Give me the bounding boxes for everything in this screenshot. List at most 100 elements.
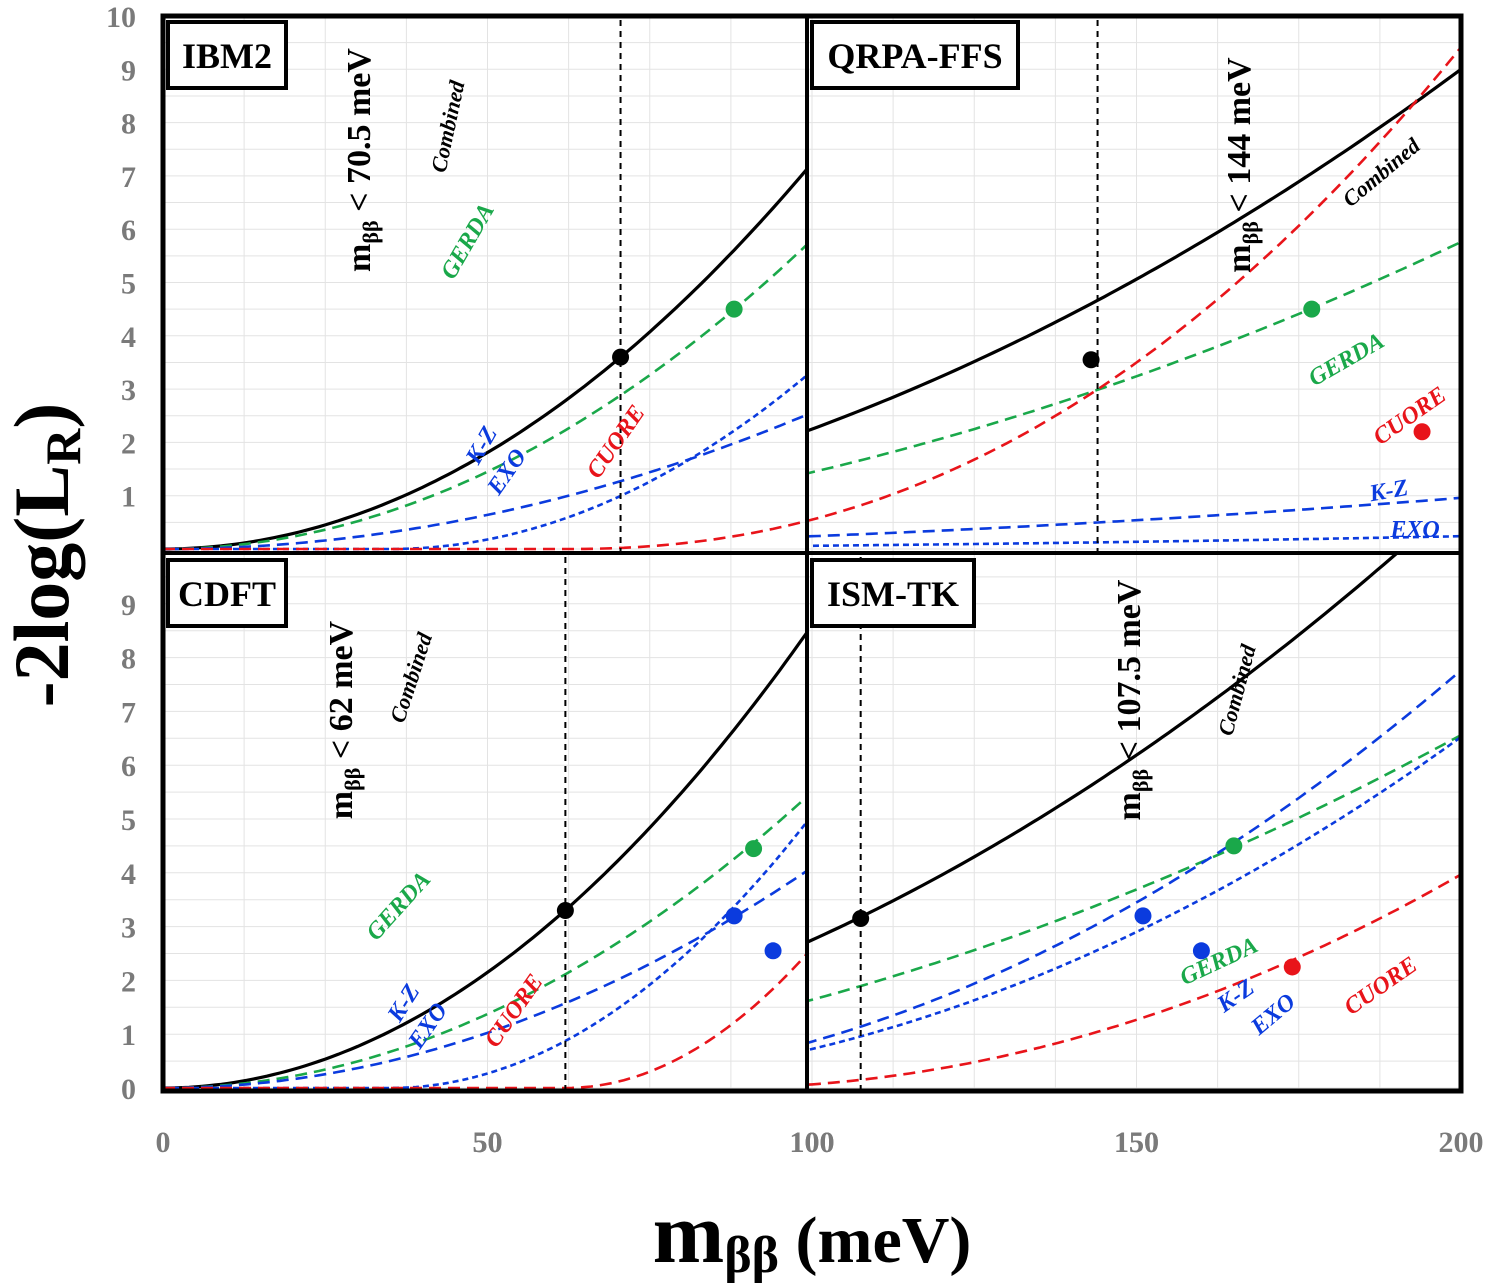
y-tick-label-bottom: 9 [121,589,136,622]
curve-cuore [807,46,1461,523]
x-axis-title-unit: (meV) [779,1204,971,1277]
curve-label-exo: EXO [1389,517,1439,543]
x-tick-label-left: 100 [790,1126,835,1159]
curve-combined [163,629,807,1090]
x-tick-label-left: 150 [1114,1126,1159,1159]
curve-cuore [163,519,807,551]
curve-gerda [807,733,1461,1003]
marker-gerda [725,300,743,318]
y-tick-label-bottom: 5 [121,804,136,837]
panel-cdft-plot [163,557,807,1091]
limit-annotation-sub: ββ [358,220,383,243]
curve-label-cuore: CUORE [1369,382,1452,451]
panel-title: ISM-TK [827,574,959,614]
limit-annotation-text: < 62 meV [323,620,360,767]
y-tick-label-top: 3 [121,374,136,407]
limit-annotation-prefix: m [1111,792,1148,820]
curve-k-z [163,413,807,551]
marker-cuore [1283,958,1301,976]
marker-k-z [875,373,892,390]
marker-combined [612,348,630,366]
limit-annotation: mββ < 70.5 meV [341,48,383,272]
x-axis-title: mββ (meV) [653,1185,972,1284]
y-axis-title-main: -2log(L [0,465,85,708]
y-tick-label-bottom: 1 [121,1019,136,1052]
y-axis-title: -2log(LR) [0,403,91,708]
x-tick-label-left: 0 [156,1126,171,1159]
x-tick-label-right: 200 [1439,1126,1484,1159]
panel-ism-tk-plot [807,553,1461,1091]
marker-combined [556,901,574,919]
panel-title-box [166,558,288,628]
marker-k-z [1134,907,1152,925]
y-tick-label-bottom: 0 [121,1073,136,1106]
curve-gerda [807,240,1461,475]
limit-annotation: mββ < 144 meV [1221,57,1263,273]
limit-annotation: mββ < 62 meV [323,620,365,819]
y-tick-label-top: 8 [121,108,136,141]
curve-gerda [163,794,807,1090]
marker-combined [852,910,870,928]
marker-gerda [1303,300,1321,318]
y-axis-title-close: ) [0,403,85,429]
limit-annotation: mββ < 107.5 meV [1111,579,1153,820]
marker-gerda [745,840,763,858]
curve-label-gerda: GERDA [1304,328,1389,392]
curve-label-combined: Combined [426,77,470,174]
limit-annotation-sub: ββ [1238,221,1263,244]
panel-ibm2-plot [163,20,931,553]
marker-cuore [1413,423,1431,441]
curve-combined [807,553,1400,945]
limit-annotation-text: < 70.5 meV [341,48,378,221]
y-tick-label-bottom: 7 [121,696,136,729]
y-tick-label-top: 1 [121,481,136,514]
curve-label-cuore: CUORE [1340,952,1423,1021]
panel-qrpa-ffs-plot [807,20,1461,553]
frame-layer [160,13,1464,1094]
curve-label-gerda: GERDA [361,867,436,946]
curve-cuore [163,951,807,1090]
curve-layer [163,20,1461,1091]
x-axis-title-main: m [653,1185,725,1281]
limit-annotation-prefix: m [323,791,360,819]
panel-title: QRPA-FFS [827,36,1002,76]
limit-annotation-prefix: m [1221,244,1258,272]
y-axis-title-sub: R [35,428,91,465]
y-tick-label-top: 4 [121,321,136,354]
curve-gerda [163,242,807,551]
curve-combined [163,166,807,551]
x-tick-label-left: 50 [473,1126,503,1159]
panel-title: CDFT [178,574,276,614]
y-tick-label-top: 9 [121,54,136,87]
curve-k-z [807,669,1461,1045]
curve-exo [807,735,1461,1052]
x-tick-label-right: 150 [1114,1126,1159,1159]
marker-exo [914,405,931,422]
curve-label-gerda: GERDA [436,199,500,284]
x-tick-label-right: 50 [473,1126,503,1159]
panel-title-box [810,558,976,628]
y-tick-label-top: 2 [121,427,136,460]
curve-exo [807,534,1461,548]
curve-label-k-z: K-Z [1212,974,1260,1018]
curve-label-k-z: K-Z [461,422,504,470]
y-tick-label-top: 10 [106,1,136,34]
marker-exo [1192,942,1210,960]
y-tick-label-bottom: 2 [121,965,136,998]
y-tick-label-bottom: 3 [121,912,136,945]
curve-k-z [807,496,1461,538]
curve-label-combined: Combined [1213,641,1261,738]
curve-label-cuore: CUORE [480,970,549,1053]
panel-title-box [166,20,288,90]
x-axis-title-sub: ββ [724,1227,779,1284]
panel-title: IBM2 [182,36,272,76]
marker-gerda [1225,837,1243,855]
marker-combined [1082,351,1100,369]
curve-k-z [163,869,807,1090]
limit-annotation-text: < 107.5 meV [1111,579,1148,769]
y-tick-label-top: 6 [121,214,136,247]
marker-exo [764,942,782,960]
curve-cuore [807,873,1461,1087]
